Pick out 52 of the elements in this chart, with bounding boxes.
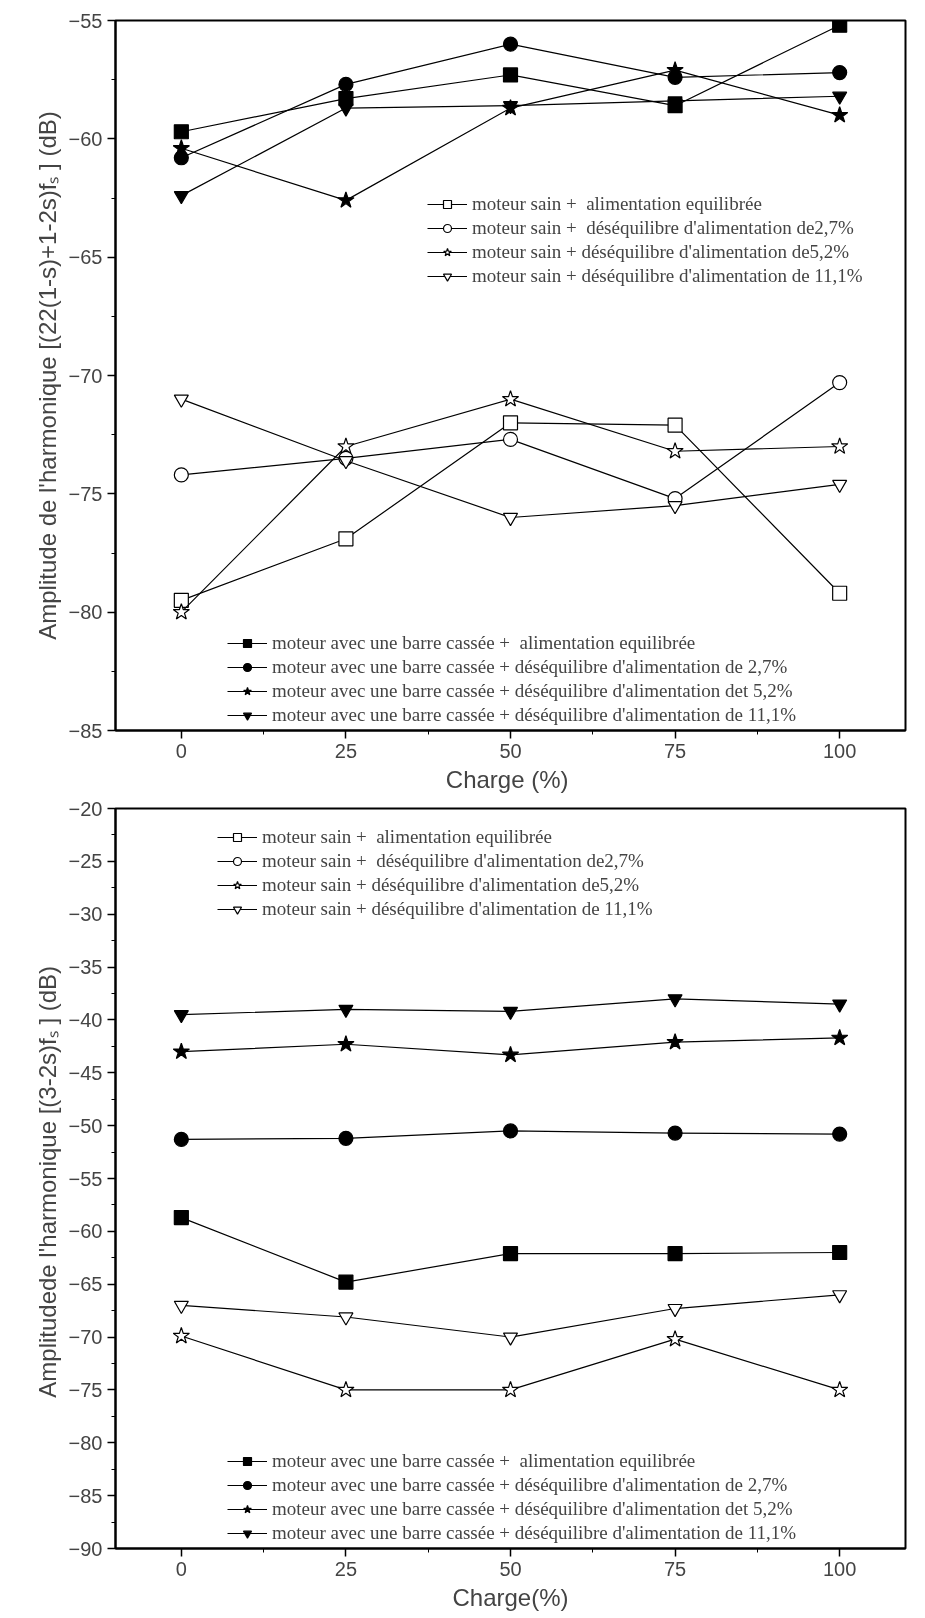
x-tick-label: 0 [175,1557,187,1580]
y-tick-label: −20 [68,797,103,820]
x-tick-label: 75 [663,1557,687,1580]
legend-label: moteur avec une barre cassée + déséquilibre d'alimentation de 2,7% [272,1474,788,1496]
legend-label: moteur sain + déséquilibre d'alimentation de 11,1% [262,898,653,920]
x-axis-title: Charge(%) [452,1583,569,1611]
legend-label: moteur avec une barre cassée + alimentation equilibrée [272,632,696,654]
y-tick-label: −35 [68,956,103,979]
y-tick-label: −85 [68,719,103,742]
y-tick-label: −60 [68,127,103,150]
y-tick-label: −60 [68,1220,103,1243]
legend-label: moteur sain + déséquilibre d'alimentation de5,2% [262,874,640,896]
legend-label: moteur sain + déséquilibre d'alimentation de2,7% [262,850,644,872]
legend-label: moteur sain + alimentation equilibrée [262,826,552,848]
y-tick-label: −65 [68,1273,103,1296]
x-tick-label: 0 [175,739,187,762]
x-axis-title: Charge (%) [445,765,569,793]
x-tick-label: 100 [822,739,857,762]
x-tick-label: 100 [822,1557,857,1580]
legend-label: moteur avec une barre cassée + déséquilibre d'alimentation det 5,2% [272,680,793,702]
y-tick-label: −65 [68,246,103,269]
y-tick-label: −55 [68,1167,103,1190]
legend-label: moteur avec une barre cassée + déséquilibre d'alimentation det 5,2% [272,1498,793,1520]
y-tick-label: −75 [68,1378,103,1401]
legend-label: moteur sain + déséquilibre d'alimentation de5,2% [472,241,850,263]
y-tick-label: −30 [68,903,103,926]
y-tick-label: −55 [68,9,103,32]
x-tick-label: 25 [334,739,358,762]
y-tick-label: −45 [68,1061,103,1084]
y-axis-title: Amplitudede l'harmonique [(3-2s)fₛ ] (dB) [33,965,61,1398]
x-tick-label: 50 [499,1557,522,1580]
y-tick-label: −70 [68,364,103,387]
y-tick-label: −50 [68,1114,103,1137]
legend-label: moteur avec une barre cassée + déséquilibre d'alimentation de 11,1% [272,704,797,726]
legend-label: moteur sain + déséquilibre d'alimentation de 11,1% [472,265,863,287]
y-tick-label: −80 [68,1431,103,1454]
legend-label: moteur avec une barre cassée + déséquilibre d'alimentation de 11,1% [272,1522,797,1544]
x-tick-label: 25 [334,1557,358,1580]
y-tick-label: −90 [68,1537,103,1560]
x-tick-label: 50 [499,739,522,762]
y-tick-label: −85 [68,1484,103,1507]
legend-label: moteur avec une barre cassée + déséquilibre d'alimentation de 2,7% [272,656,788,678]
y-tick-label: −25 [68,850,103,873]
y-axis-title: Amplitude de l'harmonique [(22(1-s)+1-2s)fₛ ] (dB) [33,111,61,640]
x-tick-label: 75 [663,739,687,762]
legend-label: moteur sain + déséquilibre d'alimentation de2,7% [472,217,854,239]
legend-label: moteur sain + alimentation equilibrée [472,193,762,215]
y-tick-label: −70 [68,1326,103,1349]
y-tick-label: −40 [68,1008,103,1031]
y-tick-label: −80 [68,601,103,624]
y-tick-label: −75 [68,482,103,505]
legend-label: moteur avec une barre cassée + alimentation equilibrée [272,1450,696,1472]
